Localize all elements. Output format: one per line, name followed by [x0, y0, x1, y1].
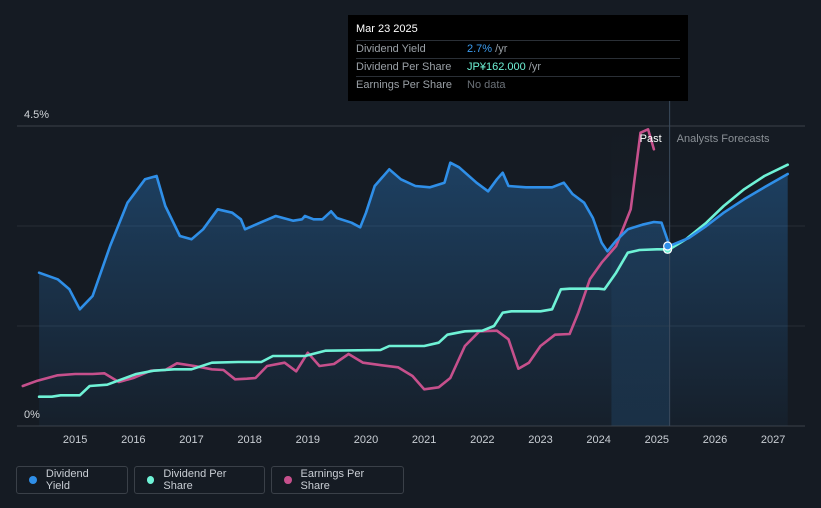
past-label: Past — [640, 133, 662, 145]
y-tick-label: 0% — [24, 409, 40, 421]
forecast-label: Analysts Forecasts — [677, 133, 770, 145]
legend-label: Dividend Per Share — [163, 468, 227, 492]
series-line-dividend-yield — [37, 161, 789, 311]
marker-dividend-yield — [663, 241, 673, 251]
x-tick-label: 2021 — [412, 434, 436, 446]
x-tick-label: 2026 — [703, 434, 727, 446]
x-tick-label: 2027 — [761, 434, 785, 446]
chart-canvas: 4.5%0% Past Analysts Forecasts 2015 2016 2… — [17, 100, 805, 446]
x-axis-labels: 2015 2016 2017 2018 2019 2020 2021 2022 2023 2024… — [63, 434, 785, 446]
x-tick-label: 2025 — [645, 434, 669, 446]
series-layer — [21, 128, 789, 426]
tooltip: Mar 23 2025 Dividend Yield 2.7% /yr Divi… — [348, 15, 688, 101]
x-tick-label: 2022 — [470, 434, 494, 446]
tooltip-value: 2.7% — [467, 43, 493, 55]
legend-label: Earnings Per Share — [300, 468, 365, 492]
tooltip-date: Mar 23 2025 — [356, 23, 418, 35]
markers-layer — [663, 241, 673, 254]
x-tick-label: 2023 — [528, 434, 552, 446]
tooltip-label: Dividend Per Share — [356, 61, 452, 73]
tooltip-value: JP¥162.000 — [467, 61, 526, 73]
tooltip-label: Dividend Yield — [356, 43, 426, 55]
x-tick-label: 2020 — [354, 434, 378, 446]
y-tick-label: 4.5% — [24, 109, 49, 121]
x-tick-label: 2015 — [63, 434, 87, 446]
tooltip-unit: /yr — [492, 43, 508, 55]
legend-dot — [29, 476, 37, 484]
x-tick-label: 2024 — [586, 434, 610, 446]
x-tick-label: 2019 — [296, 434, 320, 446]
legend-dividend-per-share[interactable]: Dividend Per Share — [134, 466, 265, 494]
y-axis-labels: 4.5% 0% — [24, 109, 49, 421]
tooltip-row-dividend-yield: Dividend Yield 2.7% /yr — [356, 40, 680, 58]
series-line-dividend-per-share — [37, 163, 789, 398]
tooltip-label: Earnings Per Share — [356, 79, 452, 91]
legend-label: Dividend Yield — [45, 468, 89, 492]
legend-dividend-yield[interactable]: Dividend Yield — [16, 466, 128, 494]
x-tick-label: 2016 — [121, 434, 145, 446]
tooltip-row-earnings-per-share: Earnings Per Share No data — [356, 76, 680, 94]
x-tick-label: 2018 — [237, 434, 261, 446]
legend-dot — [284, 476, 292, 484]
legend-dot — [147, 476, 155, 484]
tooltip-row-dividend-per-share: Dividend Per Share JP¥162.000 /yr — [356, 58, 680, 76]
tooltip-value: No data — [467, 79, 506, 91]
x-tick-label: 2017 — [179, 434, 203, 446]
legend-earnings-per-share[interactable]: Earnings Per Share — [271, 466, 404, 494]
tooltip-unit: /yr — [525, 61, 541, 73]
series-area-dividend-yield — [39, 162, 788, 426]
